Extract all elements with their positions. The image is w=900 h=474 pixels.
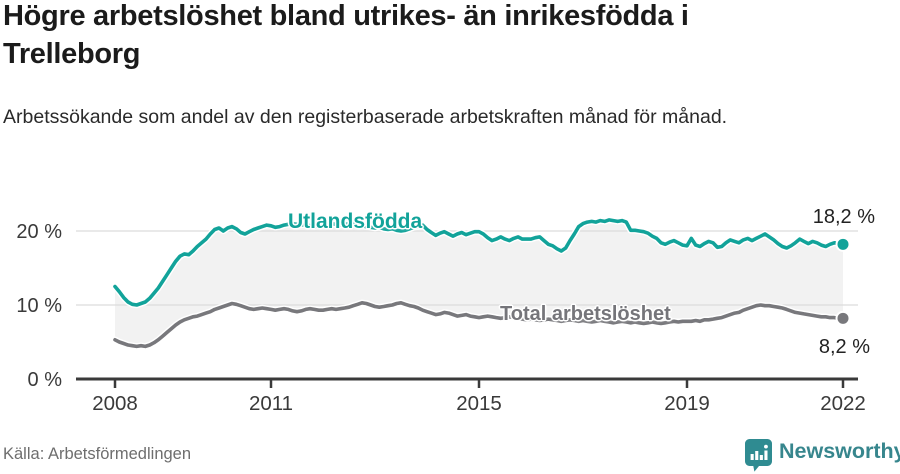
series-label-total-arbetsloshet: Total arbetslöshet [500, 303, 671, 325]
x-tick-label: 2015 [456, 392, 502, 415]
series-line-total [113, 300, 845, 349]
x-tick-label: 2019 [664, 392, 710, 415]
source-credit: Källa: Arbetsförmedlingen [3, 445, 192, 463]
end-value-label-total: 8,2 % [818, 336, 870, 358]
x-tick-label: 2022 [820, 392, 866, 415]
y-tick-label: 10 % [16, 295, 62, 317]
end-dot-total [837, 312, 849, 324]
series-line-utlandsfodda [113, 218, 845, 307]
newsworthy-wordmark: Newsworthy [779, 439, 900, 463]
y-tick-label: 0 % [28, 369, 63, 391]
newsworthy-logo[interactable]: Newsworthy [744, 438, 900, 472]
newsworthy-barchart-bubble-icon [745, 439, 772, 472]
end-value-label-utlandsfodda: 18,2 % [812, 206, 875, 228]
end-dot-utlandsfodda [837, 238, 849, 250]
x-tick-label: 2008 [92, 392, 138, 415]
chart-subtitle: Arbetssökande som andel av den registerb… [3, 106, 728, 128]
series-label-utlandsfodda: Utlandsfödda [288, 210, 423, 233]
x-tick-label: 2011 [249, 392, 293, 415]
series-band-fill [115, 219, 843, 347]
page-title: Högre arbetslöshet bland utrikes- än inr… [3, 0, 689, 70]
y-tick-label: 20 % [16, 221, 62, 243]
